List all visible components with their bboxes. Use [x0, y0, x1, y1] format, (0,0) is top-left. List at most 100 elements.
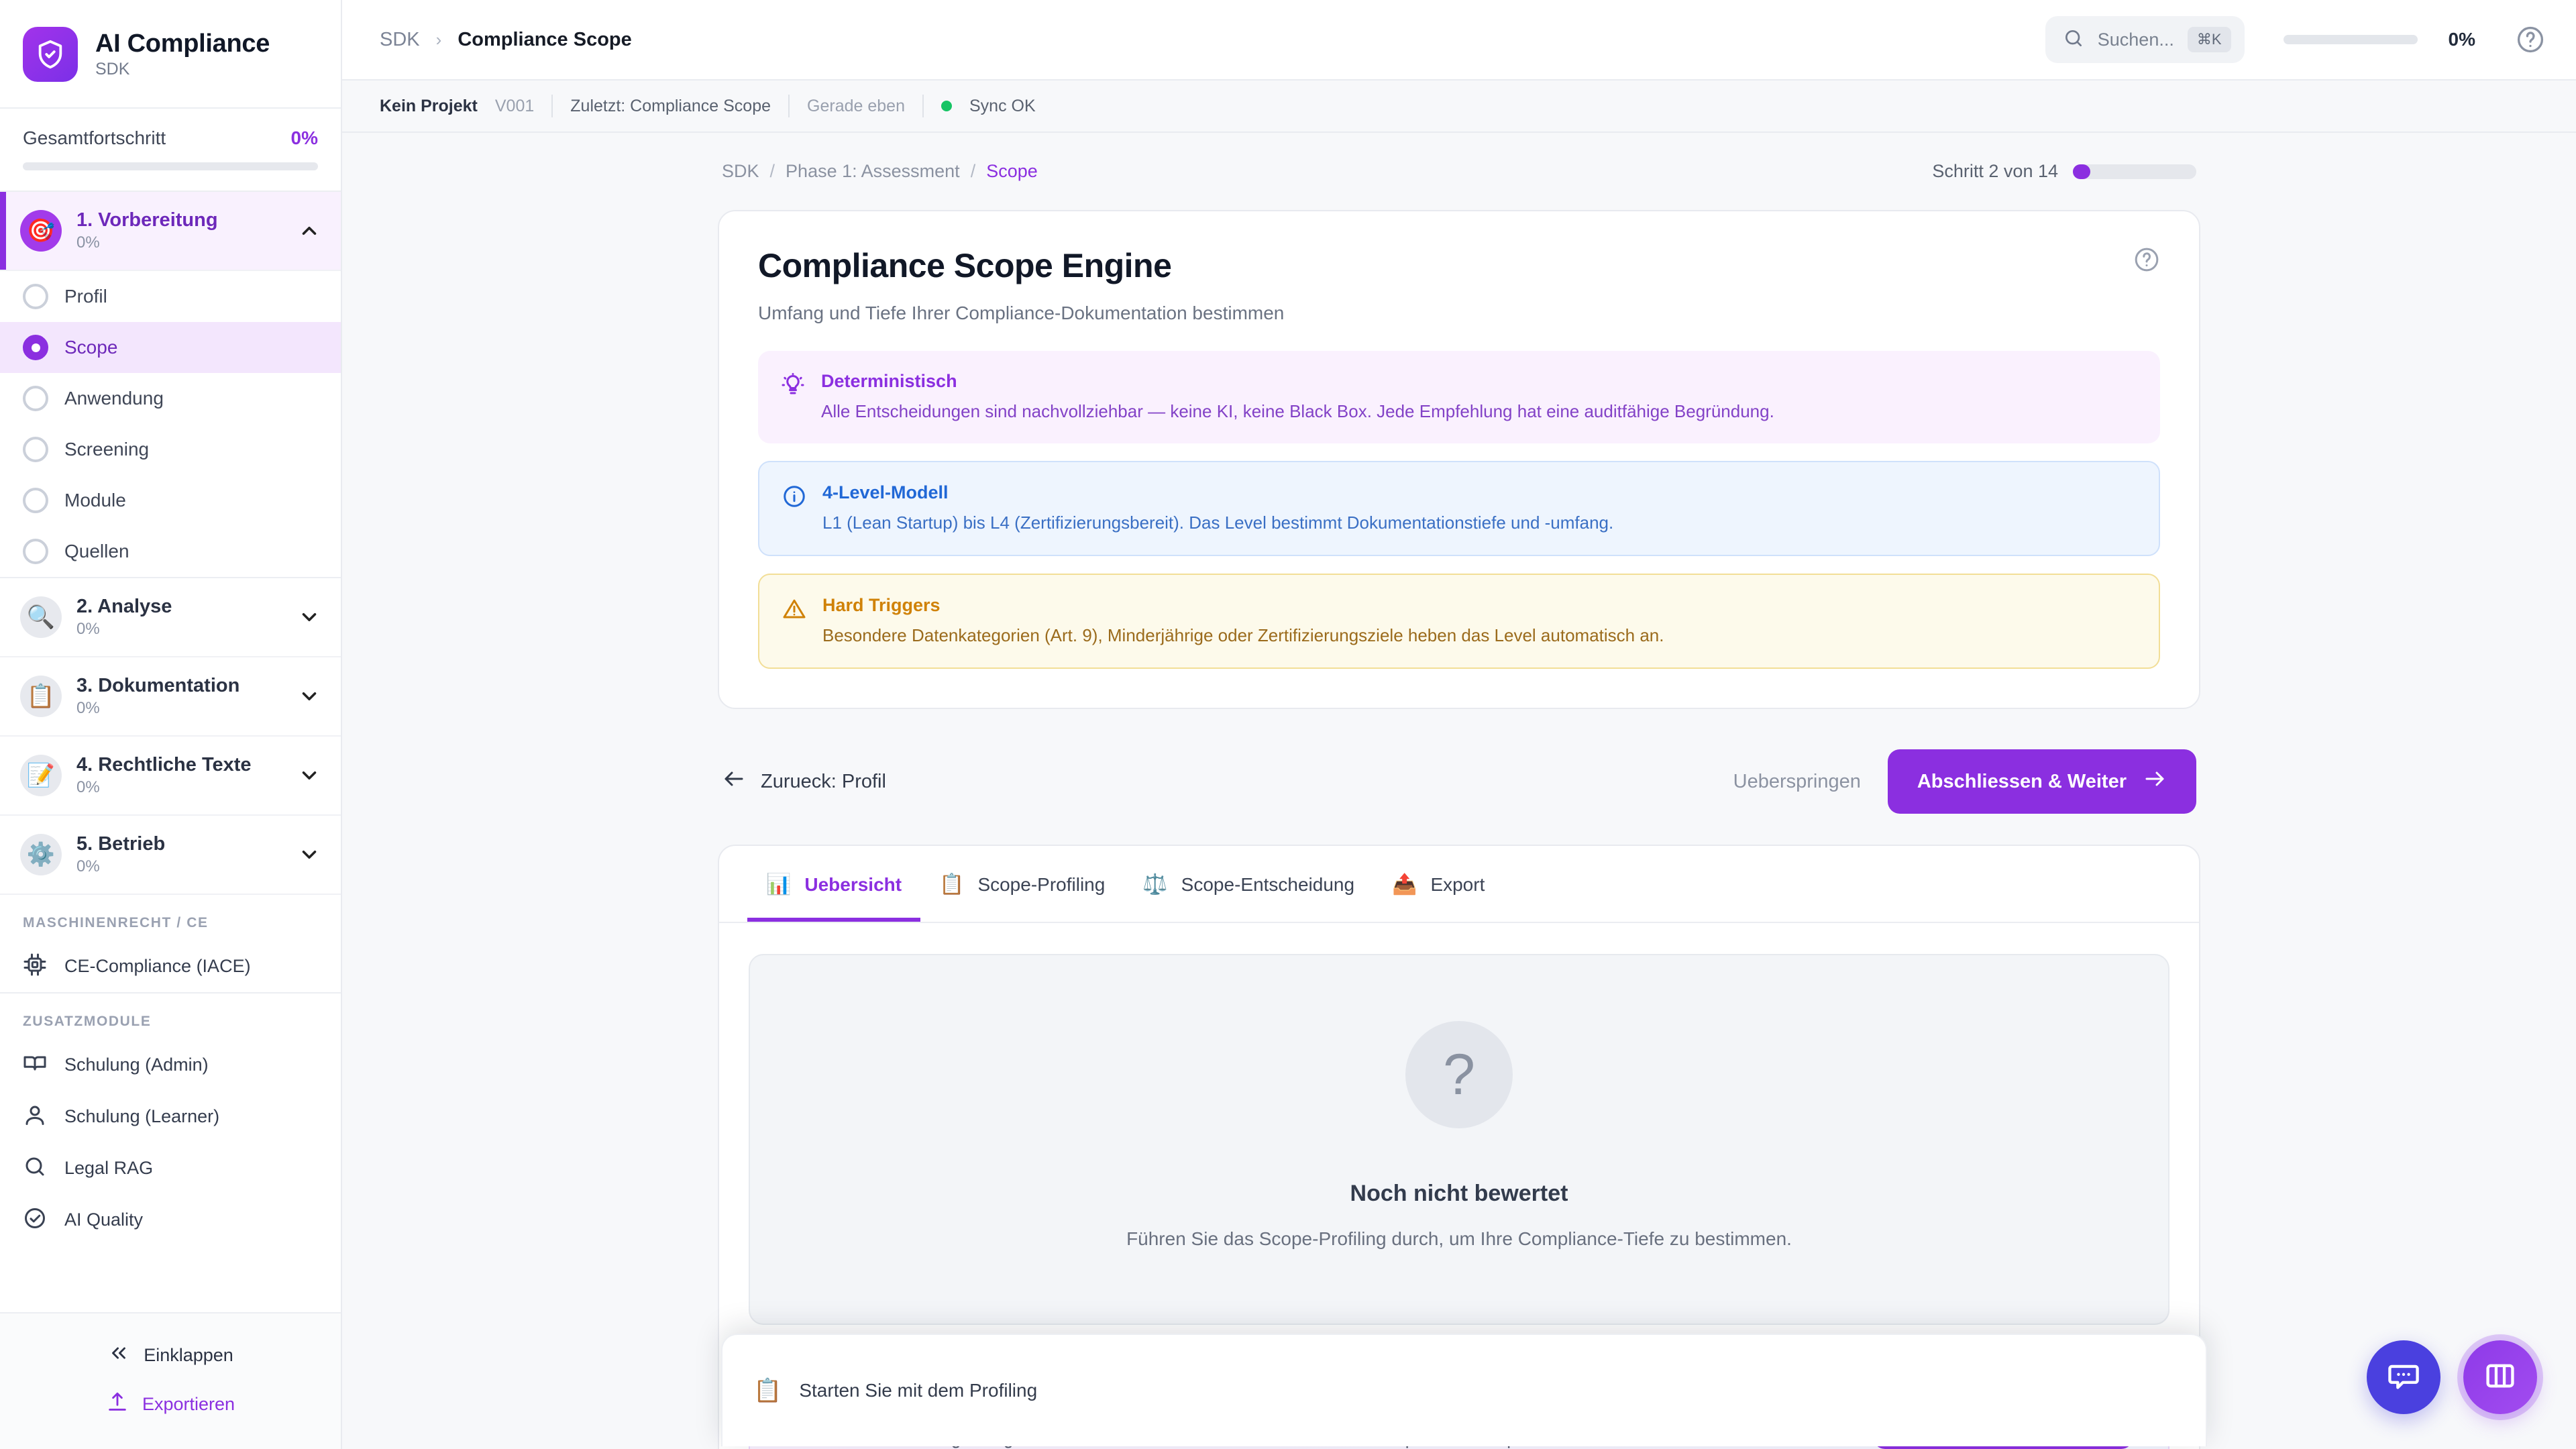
outbox-icon: 📤: [1392, 873, 1417, 896]
tab-scope-profiling[interactable]: 📋 Scope-Profiling: [920, 846, 1124, 922]
tab-bar: 📊 Uebersicht 📋 Scope-Profiling ⚖️ Scope-…: [719, 846, 2199, 924]
sidebar: AI Compliance SDK Gesamtfortschritt 0% 🎯…: [0, 0, 342, 1449]
info-alerts: Deterministisch Alle Entscheidungen sind…: [719, 351, 2199, 708]
sidebar-footer: Einklappen Exportieren: [0, 1312, 341, 1449]
collapse-sidebar-button[interactable]: Einklappen: [23, 1331, 318, 1380]
target-icon: 🎯: [20, 210, 62, 252]
sync-status-dot: [941, 101, 952, 111]
bar-chart-icon: 📊: [766, 873, 792, 896]
breadcrumb-item-phase[interactable]: Phase 1: Assessment: [786, 161, 960, 181]
help-circle-icon[interactable]: [2133, 246, 2160, 273]
phase-percent: 0%: [76, 620, 100, 638]
version-badge: V001: [494, 96, 535, 115]
sidebar-item-legal-rag[interactable]: Legal RAG: [0, 1142, 341, 1194]
phase-name: 3. Dokumentation: [76, 675, 240, 696]
phase-percent: 0%: [76, 857, 100, 875]
scales-icon: ⚖️: [1142, 873, 1168, 896]
columns-icon: [2483, 1358, 2518, 1397]
back-label: Zurueck: Profil: [761, 770, 886, 792]
search-icon: [23, 1155, 47, 1182]
export-label: Exportieren: [142, 1394, 235, 1414]
help-circle-icon[interactable]: [2516, 25, 2545, 54]
chip-icon: [23, 953, 47, 980]
breadcrumb-item-sdk[interactable]: SDK: [722, 161, 759, 181]
gear-icon: ⚙️: [20, 834, 62, 875]
topbar-breadcrumb-root[interactable]: SDK: [380, 28, 420, 50]
tab-export[interactable]: 📤 Export: [1373, 846, 1503, 922]
page-subtitle: Umfang und Tiefe Ihrer Compliance-Dokume…: [758, 303, 1285, 323]
sync-status-label: Sync OK: [969, 96, 1036, 115]
phase-name: 1. Vorbereitung: [76, 209, 218, 231]
clipboard-icon: 📋: [20, 676, 62, 717]
back-button[interactable]: Zurueck: Profil: [722, 767, 886, 796]
sidebar-item-ce-compliance[interactable]: CE-Compliance (IACE): [0, 941, 341, 992]
arrow-right-icon: [2143, 767, 2167, 796]
overall-progress-track: [23, 162, 318, 170]
next-label: Abschliessen & Weiter: [1917, 770, 2127, 792]
sidebar-item-scope[interactable]: Scope: [0, 322, 341, 373]
tab-label: Scope-Profiling: [977, 873, 1106, 895]
chevron-down-icon[interactable]: [298, 843, 321, 866]
alert-text: Besondere Datenkategorien (Art. 9), Mind…: [822, 625, 1664, 646]
project-name: Kein Projekt: [380, 96, 478, 115]
skip-button[interactable]: Ueberspringen: [1733, 770, 1861, 792]
next-button[interactable]: Abschliessen & Weiter: [1887, 749, 2196, 814]
breadcrumb-separator: /: [769, 161, 775, 181]
user-icon: [23, 1103, 47, 1130]
chat-bubble-icon: [2386, 1358, 2421, 1397]
sidebar-item-label: Legal RAG: [64, 1158, 154, 1178]
brand-header: AI Compliance SDK: [0, 0, 341, 109]
breadcrumb-separator: /: [970, 161, 976, 181]
sidebar-nav: 🎯 1. Vorbereitung 0% Profil Scope Anwe: [0, 192, 341, 1312]
sidebar-item-label: Anwendung: [64, 388, 164, 409]
topbar: SDK › Compliance Scope Suchen... ⌘K 0%: [342, 0, 2576, 80]
sidebar-item-ai-quality[interactable]: AI Quality: [0, 1194, 341, 1246]
sidebar-item-anwendung[interactable]: Anwendung: [0, 373, 341, 424]
sidebar-phase-betrieb[interactable]: ⚙️ 5. Betrieb 0%: [0, 816, 341, 895]
lightbulb-icon: [781, 371, 805, 400]
profiling-toast[interactable]: 📋 Starten Sie mit dem Profiling: [721, 1334, 2207, 1446]
chevron-down-icon[interactable]: [298, 764, 321, 787]
tab-label: Uebersicht: [804, 873, 902, 895]
memo-icon: 📝: [20, 755, 62, 796]
radio-icon: [23, 488, 48, 513]
phase-name: 2. Analyse: [76, 596, 172, 617]
clipboard-icon: 📋: [939, 873, 965, 896]
page-breadcrumb-row: SDK / Phase 1: Assessment / Scope Schrit…: [718, 161, 2200, 210]
alert-text: L1 (Lean Startup) bis L4 (Zertifizierung…: [822, 513, 1614, 533]
sidebar-item-label: CE-Compliance (IACE): [64, 956, 251, 976]
arrow-left-icon: [722, 767, 746, 796]
clipboard-icon: 📋: [753, 1378, 782, 1403]
chat-fab[interactable]: [2367, 1340, 2440, 1414]
topbar-progress-track: [2283, 35, 2418, 44]
collapse-label: Einklappen: [144, 1345, 233, 1365]
sidebar-phase-rechtliche-texte[interactable]: 📝 4. Rechtliche Texte 0%: [0, 737, 341, 816]
sidebar-item-schulung-learner[interactable]: Schulung (Learner): [0, 1091, 341, 1142]
sidebar-item-module[interactable]: Module: [0, 475, 341, 526]
chevron-down-icon[interactable]: [298, 685, 321, 708]
last-time: Gerade eben: [807, 96, 905, 115]
alert-title: 4-Level-Modell: [822, 482, 949, 503]
brand-title: AI Compliance: [95, 30, 270, 58]
sidebar-item-profil[interactable]: Profil: [0, 271, 341, 322]
sidebar-item-schulung-admin[interactable]: Schulung (Admin): [0, 1039, 341, 1091]
tab-uebersicht[interactable]: 📊 Uebersicht: [747, 846, 921, 922]
panel-fab[interactable]: [2463, 1340, 2537, 1414]
chevron-down-icon[interactable]: [298, 606, 321, 629]
sidebar-phase-dokumentation[interactable]: 📋 3. Dokumentation 0%: [0, 657, 341, 737]
topbar-breadcrumb-current: Compliance Scope: [458, 28, 632, 50]
tab-scope-entscheidung[interactable]: ⚖️ Scope-Entscheidung: [1124, 846, 1373, 922]
sidebar-item-quellen[interactable]: Quellen: [0, 526, 341, 577]
chevron-up-icon[interactable]: [298, 219, 321, 242]
divider: [0, 992, 341, 994]
sidebar-phase-analyse[interactable]: 🔍 2. Analyse 0%: [0, 578, 341, 657]
upload-icon: [106, 1391, 129, 1418]
sidebar-item-screening[interactable]: Screening: [0, 424, 341, 475]
alert-title: Deterministisch: [821, 371, 957, 391]
step-label: Schritt 2 von 14: [1932, 161, 2058, 181]
search-input[interactable]: Suchen... ⌘K: [2045, 16, 2245, 63]
sidebar-phase-vorbereitung[interactable]: 🎯 1. Vorbereitung 0%: [0, 192, 341, 271]
radio-icon: [23, 539, 48, 564]
alert-text: Alle Entscheidungen sind nachvollziehbar…: [821, 401, 1774, 421]
export-button[interactable]: Exportieren: [23, 1380, 318, 1429]
